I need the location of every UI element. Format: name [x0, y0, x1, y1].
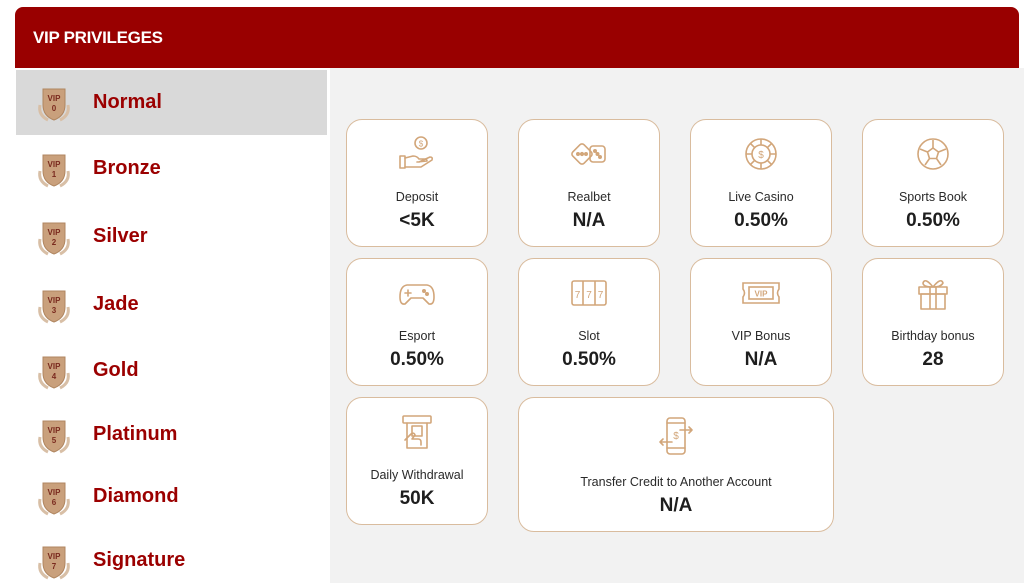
slot-machine-icon: 7 7 7 — [569, 273, 609, 313]
level-name: Diamond — [93, 485, 179, 507]
privilege-card-transfer-credit: $ Transfer Credit to Another Account N/A — [518, 397, 834, 532]
level-name: Bronze — [93, 157, 161, 179]
svg-text:VIP: VIP — [48, 362, 62, 371]
privilege-label: Transfer Credit to Another Account — [580, 475, 772, 489]
svg-text:7: 7 — [586, 290, 592, 301]
svg-text:3: 3 — [52, 306, 57, 315]
privilege-value: 0.50% — [562, 349, 616, 370]
privilege-card-realbet: Realbet N/A — [518, 119, 660, 247]
svg-text:7: 7 — [598, 290, 604, 301]
privilege-card-birthday-bonus: Birthday bonus 28 — [862, 258, 1004, 386]
vip-level-sidebar: VIP 0 Normal VIP 1 Bronze VIP 2 Silver VIP 3… — [15, 68, 330, 583]
svg-text:$: $ — [758, 150, 764, 161]
vip-badge-icon: VIP 7 — [34, 541, 74, 581]
vip-badge-icon: VIP 1 — [34, 149, 74, 189]
level-item-platinum[interactable]: VIP 5 Platinum — [16, 402, 327, 467]
level-name: Jade — [93, 293, 139, 315]
privilege-value: 0.50% — [390, 349, 444, 370]
level-item-bronze[interactable]: VIP 1 Bronze — [16, 136, 327, 201]
svg-text:VIP: VIP — [48, 552, 62, 561]
privilege-card-daily-withdrawal: Daily Withdrawal 50K — [346, 397, 488, 525]
phone-transfer-icon: $ — [656, 416, 696, 456]
privilege-card-slot: 7 7 7 Slot 0.50% — [518, 258, 660, 386]
privilege-label: Birthday bonus — [891, 329, 975, 343]
dice-icon — [569, 134, 609, 174]
privilege-value: <5K — [399, 210, 435, 231]
privilege-value: 0.50% — [734, 210, 788, 231]
level-name: Gold — [93, 359, 139, 381]
svg-text:7: 7 — [52, 562, 57, 571]
level-item-normal[interactable]: VIP 0 Normal — [16, 70, 327, 135]
atm-withdraw-icon — [397, 412, 437, 452]
vip-badge-icon: VIP 2 — [34, 217, 74, 257]
svg-text:4: 4 — [52, 372, 57, 381]
privilege-value: 28 — [922, 349, 944, 370]
svg-text:7: 7 — [575, 290, 581, 301]
casino-chip-icon: $ — [741, 134, 781, 174]
privilege-value: N/A — [659, 495, 693, 516]
privilege-value: 50K — [399, 488, 435, 509]
svg-text:VIP: VIP — [48, 94, 62, 103]
svg-text:5: 5 — [52, 436, 57, 445]
vip-badge-icon: VIP 0 — [34, 83, 74, 123]
level-item-signature[interactable]: VIP 7 Signature — [16, 528, 327, 583]
svg-text:1: 1 — [52, 170, 57, 179]
soccer-ball-icon — [913, 134, 953, 174]
privilege-card-esport: Esport 0.50% — [346, 258, 488, 386]
vip-badge-icon: VIP 3 — [34, 285, 74, 325]
svg-text:VIP: VIP — [48, 488, 62, 497]
gift-icon — [913, 273, 953, 313]
privilege-label: Slot — [578, 329, 600, 343]
privilege-label: VIP Bonus — [731, 329, 791, 343]
svg-text:VIP: VIP — [48, 426, 62, 435]
level-item-diamond[interactable]: VIP 6 Diamond — [16, 464, 327, 529]
svg-text:VIP: VIP — [48, 296, 62, 305]
level-item-gold[interactable]: VIP 4 Gold — [16, 338, 327, 403]
level-name: Platinum — [93, 423, 178, 445]
svg-text:VIP: VIP — [48, 228, 62, 237]
privilege-value: 0.50% — [906, 210, 960, 231]
privilege-value: N/A — [572, 210, 606, 231]
vip-badge-icon: VIP 6 — [34, 477, 74, 517]
level-item-silver[interactable]: VIP 2 Silver — [16, 204, 327, 269]
page-title: VIP PRIVILEGES — [33, 27, 163, 47]
privilege-label: Esport — [398, 329, 436, 343]
svg-text:VIP: VIP — [755, 290, 769, 299]
vip-privileges-header: VIP PRIVILEGES — [15, 7, 1019, 68]
privilege-card-live-casino: $ Live Casino 0.50% — [690, 119, 832, 247]
level-name: Silver — [93, 225, 148, 247]
privilege-label: Realbet — [567, 190, 611, 204]
privilege-label: Daily Withdrawal — [370, 468, 464, 482]
svg-text:2: 2 — [52, 238, 57, 247]
privilege-label: Live Casino — [728, 190, 794, 204]
vip-ticket-icon: VIP — [741, 273, 781, 313]
privilege-label: Sports Book — [898, 190, 968, 204]
level-item-jade[interactable]: VIP 3 Jade — [16, 272, 327, 337]
svg-text:6: 6 — [52, 498, 57, 507]
svg-text:$: $ — [673, 431, 679, 442]
privileges-panel: $ Deposit <5K Realbet N/A $ Live Casino — [330, 68, 1024, 583]
deposit-icon: $ — [397, 134, 437, 174]
svg-text:$: $ — [419, 140, 424, 149]
svg-text:VIP: VIP — [48, 160, 62, 169]
vip-badge-icon: VIP 4 — [34, 351, 74, 391]
gamepad-icon — [397, 273, 437, 313]
vip-badge-icon: VIP 5 — [34, 415, 74, 455]
privilege-card-vip-bonus: VIP VIP Bonus N/A — [690, 258, 832, 386]
privilege-card-sports-book: Sports Book 0.50% — [862, 119, 1004, 247]
svg-text:0: 0 — [52, 104, 57, 113]
privilege-label: Deposit — [395, 190, 439, 204]
privilege-value: N/A — [744, 349, 778, 370]
privilege-card-deposit: $ Deposit <5K — [346, 119, 488, 247]
level-name: Normal — [93, 91, 162, 113]
level-name: Signature — [93, 549, 186, 571]
